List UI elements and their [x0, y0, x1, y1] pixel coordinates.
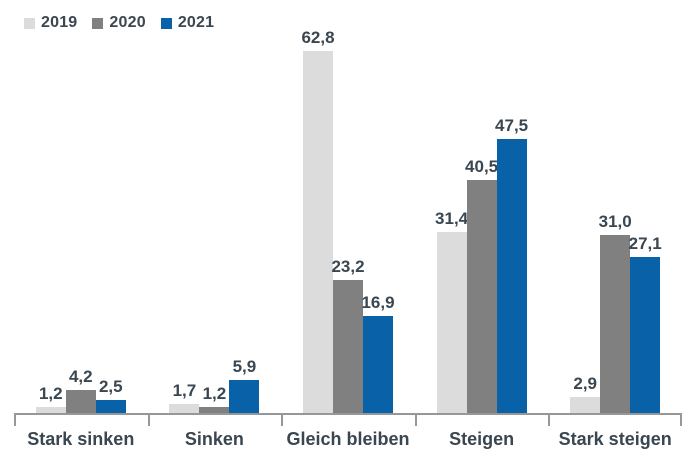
bar-2021-steigen: 47,5: [495, 117, 528, 414]
value-label-2020-steigen: 40,5: [465, 157, 499, 176]
bar-group-stark-sinken: 1,2 4,2 2,5: [14, 0, 148, 414]
bar-2020-gleich-bleiben: 23,2: [331, 258, 365, 414]
bar-2019-stark-sinken: 1,2: [35, 385, 66, 414]
legend: 2019 2020 2021: [24, 14, 229, 32]
value-label-2020-stark-steigen: 31,0: [598, 212, 632, 231]
legend-item-2021: 2021: [160, 14, 215, 32]
category-label-stark-steigen: Stark steigen: [558, 429, 672, 449]
bar-group-gleich-bleiben: 62,8 23,2 16,9: [281, 0, 415, 414]
value-label-2021-gleich-bleiben: 16,9: [361, 293, 395, 312]
value-label-2019-steigen: 31,4: [435, 209, 469, 228]
category-label-sinken: Sinken: [184, 429, 244, 449]
bar-2019-sinken: 1,7: [169, 382, 200, 414]
bar-2020-sinken: 1,2: [199, 385, 230, 414]
bar-2019-stark-steigen: 2,9: [570, 375, 601, 414]
axis-tick: [281, 413, 284, 426]
bar-2021-gleich-bleiben: 16,9: [361, 294, 395, 414]
axis-tick: [414, 413, 417, 426]
bar-group-steigen: 31,4 40,5 47,5: [415, 0, 549, 414]
bar-2021-sinken: 5,9: [229, 358, 260, 414]
legend-label: 2021: [177, 14, 215, 31]
value-label-2021-sinken: 5,9: [232, 357, 257, 376]
value-label-2020-gleich-bleiben: 23,2: [331, 257, 365, 276]
bar-2020-steigen: 40,5: [465, 158, 498, 414]
value-label-2019-stark-sinken: 1,2: [38, 384, 63, 403]
plot-area: 1,2 4,2 2,5 1,7 1,2 5,9 62,8 23,2 16,9 31,4 40,5 47…: [14, 0, 682, 414]
bar-2019-steigen: 31,4: [435, 210, 468, 414]
value-label-2019-gleich-bleiben: 62,8: [301, 28, 335, 47]
legend-item-2019: 2019: [24, 14, 77, 32]
category-label-gleich-bleiben: Gleich bleiben: [286, 429, 410, 449]
bar-2020-stark-steigen: 31,0: [599, 213, 632, 414]
bar-2019-gleich-bleiben: 62,8: [301, 29, 335, 414]
category-label-steigen: Steigen: [449, 429, 515, 449]
value-label-2021-steigen: 47,5: [495, 116, 529, 135]
bar-2021-stark-sinken: 2,5: [95, 378, 126, 414]
legend-swatch-2020: [92, 17, 104, 29]
value-label-2020-stark-sinken: 4,2: [68, 367, 93, 386]
value-label-2021-stark-sinken: 2,5: [98, 377, 123, 396]
value-label-2019-stark-steigen: 2,9: [573, 374, 598, 393]
bar-group-stark-steigen: 2,9 31,0 27,1: [548, 0, 682, 414]
legend-swatch-2019: [24, 17, 35, 29]
legend-label: 2020: [109, 14, 146, 31]
bar-group-sinken: 1,7 1,2 5,9: [148, 0, 282, 414]
category-label-stark-sinken: Stark sinken: [27, 429, 135, 449]
axis-tick: [147, 413, 150, 426]
legend-swatch-2021: [160, 17, 172, 29]
value-label-2020-sinken: 1,2: [202, 384, 227, 403]
legend-label: 2019: [41, 14, 78, 31]
x-axis-line: [14, 413, 682, 415]
value-label-2021-stark-steigen: 27,1: [628, 234, 662, 253]
axis-tick: [680, 413, 682, 426]
axis-tick: [548, 413, 551, 426]
axis-tick: [14, 413, 16, 426]
legend-item-2020: 2020: [92, 14, 146, 32]
bar-2020-stark-sinken: 4,2: [65, 368, 96, 414]
value-label-2019-sinken: 1,7: [172, 381, 197, 400]
bar-2021-stark-steigen: 27,1: [629, 235, 662, 414]
